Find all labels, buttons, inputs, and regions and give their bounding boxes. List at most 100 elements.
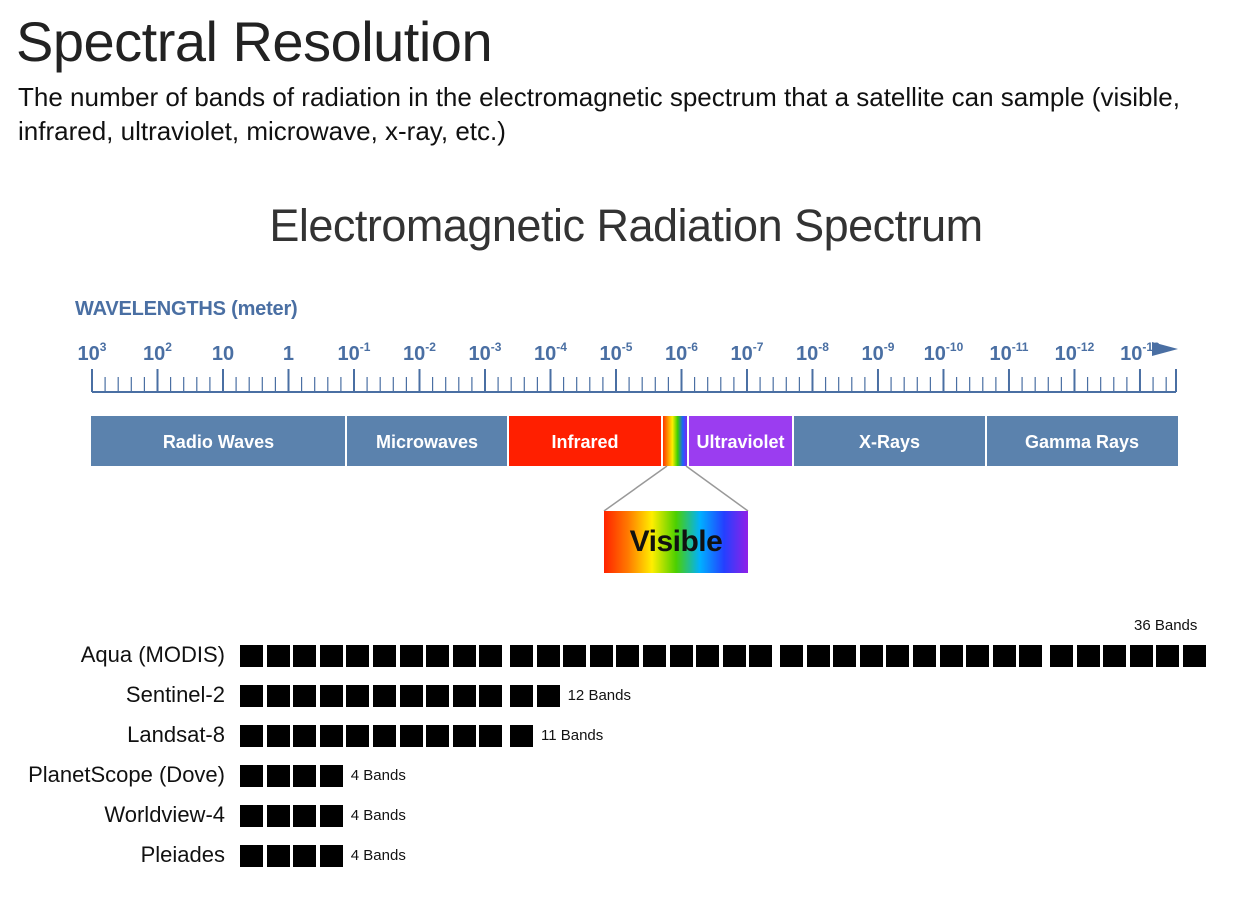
band-block <box>319 685 343 707</box>
wavelength-ruler <box>91 369 1177 393</box>
wavelength-tick-label: 10-4 <box>534 340 567 365</box>
band-block <box>1156 645 1180 667</box>
band-block <box>346 725 370 747</box>
band-block <box>749 645 773 667</box>
band-block <box>346 685 370 707</box>
band-block <box>1183 645 1206 667</box>
band-block <box>722 645 746 667</box>
band-block <box>563 645 587 667</box>
wavelength-tick-label: 10-9 <box>862 340 895 365</box>
wavelength-tick-label: 10-5 <box>600 340 633 365</box>
wavelength-tick-label: 10 <box>212 343 234 365</box>
band-block <box>319 805 343 827</box>
band-block <box>319 645 343 667</box>
region-gamma-rays <box>986 416 1178 466</box>
band-block <box>293 845 317 867</box>
wavelength-tick-label: 1 <box>283 343 294 365</box>
band-block <box>240 805 263 827</box>
band-block <box>452 685 476 707</box>
band-block <box>240 725 263 747</box>
band-block <box>479 685 503 707</box>
band-block <box>479 645 503 667</box>
region-x-rays <box>793 416 986 466</box>
wavelength-tick-label: 10-3 <box>469 340 502 365</box>
wavelength-tick-label: 102 <box>143 340 172 365</box>
region-ultraviolet <box>688 416 793 466</box>
band-block <box>886 645 910 667</box>
band-block <box>293 725 317 747</box>
band-block <box>643 645 666 667</box>
region-infrared <box>508 416 662 466</box>
band-count-label: 4 Bands <box>350 767 406 784</box>
band-block <box>319 845 343 867</box>
diagram-title: Electromagnetic Radiation Spectrum <box>269 200 983 251</box>
band-block <box>399 645 423 667</box>
band-block <box>536 645 560 667</box>
wavelength-tick-label: 10-10 <box>924 340 964 365</box>
band-block <box>240 645 263 667</box>
band-block <box>452 725 476 747</box>
band-block <box>833 645 857 667</box>
band-block <box>859 645 883 667</box>
band-block <box>966 645 990 667</box>
band-block <box>266 645 290 667</box>
visible-callout-lines <box>603 465 749 512</box>
slide-title: Spectral Resolution <box>16 10 493 73</box>
region-label-gamma-rays: Gamma Rays <box>1025 432 1139 452</box>
band-block <box>1019 645 1043 667</box>
region-label-infrared: Infrared <box>551 432 618 452</box>
spectrum-diagram: 103 102 10 1 10-1 10-2 10-3 10-4 10-5 10-6 10-7 10-… <box>78 340 1178 512</box>
band-block <box>479 725 503 747</box>
axis-arrow-icon <box>1152 342 1178 356</box>
satellite-label: Pleiades <box>140 842 225 867</box>
band-block <box>240 765 263 787</box>
band-block <box>510 645 533 667</box>
band-block <box>1129 645 1153 667</box>
band-block <box>293 805 317 827</box>
band-block <box>426 685 450 707</box>
band-block <box>266 765 290 787</box>
band-block <box>399 685 423 707</box>
band-block <box>1076 645 1100 667</box>
band-block <box>346 645 370 667</box>
wavelength-tick-label: 10-8 <box>796 340 829 365</box>
band-block <box>616 645 640 667</box>
band-block <box>696 645 720 667</box>
band-block <box>1103 645 1127 667</box>
slide-subtitle: The number of bands of radiation in the … <box>18 82 1180 146</box>
band-block <box>373 645 396 667</box>
region-label-ultraviolet: Ultraviolet <box>696 432 784 452</box>
band-block <box>939 645 963 667</box>
band-block <box>669 645 693 667</box>
satellite-label: Landsat-8 <box>127 722 225 747</box>
band-block <box>293 765 317 787</box>
band-block <box>266 725 290 747</box>
satellite-label: Worldview-4 <box>104 802 225 827</box>
wavelength-axis-label: WAVELENGTHS (meter) <box>75 298 298 320</box>
band-count-label: 11 Bands <box>541 727 604 744</box>
region-visible <box>662 416 688 466</box>
band-block <box>913 645 936 667</box>
satellite-label: Aqua (MODIS) <box>80 642 225 667</box>
band-block <box>589 645 613 667</box>
visible-label: Visible <box>629 525 723 558</box>
spectrum-regions: Radio Waves Microwaves Infrared Ultraviolet… <box>91 416 1178 466</box>
wavelength-tick-label: 10-1 <box>338 340 371 365</box>
band-block <box>510 685 533 707</box>
band-block <box>240 685 263 707</box>
wavelength-tick-label: 10-2 <box>403 340 436 365</box>
region-label-radio-waves: Radio Waves <box>163 432 274 452</box>
wavelength-tick-label: 103 <box>78 340 107 365</box>
band-count-label: 4 Bands <box>350 847 406 864</box>
band-block <box>266 805 290 827</box>
band-block <box>373 685 396 707</box>
band-block <box>1050 645 1073 667</box>
band-count-label: 36 Bands <box>1134 617 1198 634</box>
band-count-label: 4 Bands <box>350 807 406 824</box>
band-block <box>293 645 317 667</box>
band-block <box>426 645 450 667</box>
band-block <box>806 645 830 667</box>
wavelength-tick-label: 10-6 <box>665 340 698 365</box>
band-block <box>452 645 476 667</box>
band-block <box>266 845 290 867</box>
